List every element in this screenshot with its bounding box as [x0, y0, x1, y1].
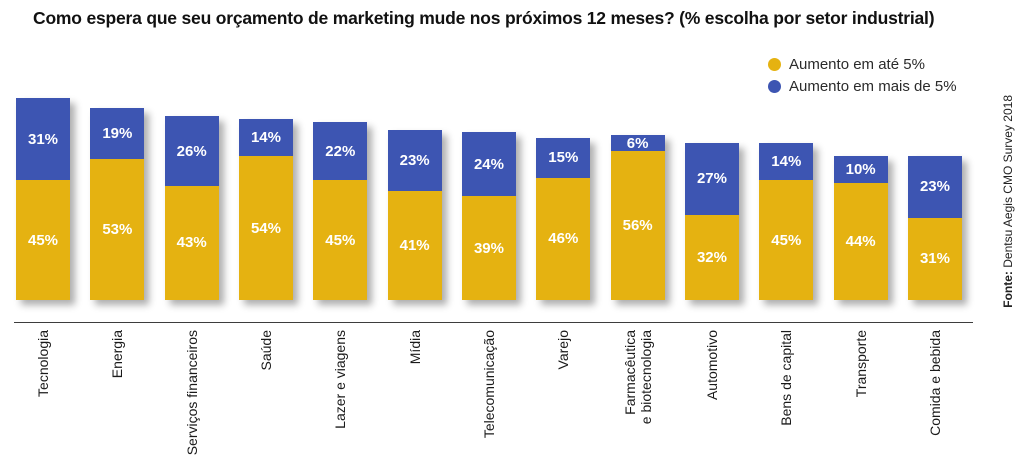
segment-aumento-em-ate-5: 56%	[610, 151, 665, 300]
source-note: Fonte: Dentsu Aegis CMO Survey 2018	[1001, 95, 1015, 310]
value-label: 44%	[845, 232, 876, 250]
segment-aumento-em-ate-5: 41%	[387, 190, 442, 300]
segment-aumento-em-ate-5: 53%	[90, 159, 145, 300]
segment-aumento-em-mais-de-5: 14%	[238, 119, 293, 157]
legend-label-up-to-5: Aumento em até 5%	[789, 55, 925, 73]
value-label: 22%	[325, 142, 356, 160]
segment-aumento-em-mais-de-5: 31%	[16, 97, 70, 181]
bar-group-energia: 19% 53%	[90, 108, 145, 300]
segment-aumento-em-mais-de-5: 26%	[164, 116, 219, 186]
segment-aumento-em-mais-de-5: 23%	[907, 156, 962, 218]
category-label-servicos-financeiros: Serviços financeiros	[183, 330, 200, 456]
bar-group-servicos-financeiros: 26% 43%	[164, 116, 219, 300]
legend-item-increase-more-than-5: Aumento em mais de 5%	[768, 77, 957, 95]
legend-yellow-dot-icon	[768, 57, 781, 71]
bar-group-saude: 14% 54%	[238, 119, 293, 300]
segment-aumento-em-ate-5: 31%	[907, 217, 962, 300]
value-label: 45%	[27, 231, 59, 249]
value-label: 45%	[325, 231, 356, 249]
value-label: 45%	[771, 231, 802, 249]
segment-aumento-em-ate-5: 45%	[313, 180, 368, 300]
category-label-energia: Energia	[109, 330, 126, 379]
value-label: 23%	[399, 151, 430, 169]
segment-aumento-em-ate-5: 32%	[684, 214, 739, 300]
value-label: 32%	[696, 248, 727, 266]
segment-aumento-em-ate-5: 45%	[16, 180, 70, 300]
category-label-saude: Saúde	[257, 330, 274, 371]
bar-group-tecnologia: 31% 45%	[16, 97, 70, 300]
segment-aumento-em-ate-5: 46%	[536, 177, 591, 300]
value-label: 43%	[176, 234, 207, 252]
value-label: 6%	[626, 134, 649, 152]
segment-aumento-em-ate-5: 44%	[833, 182, 888, 300]
legend-item-increase-up-to-5: Aumento em até 5%	[768, 55, 957, 73]
value-label: 56%	[622, 217, 653, 234]
segment-aumento-em-mais-de-5: 14%	[759, 143, 814, 181]
segment-aumento-em-mais-de-5: 23%	[387, 129, 442, 191]
source-text: Dentsu Aegis CMO Survey 2018	[1001, 95, 1015, 272]
value-label: 53%	[102, 220, 133, 238]
value-label: 15%	[548, 149, 579, 167]
category-label-comida-e-bebida: Comida e bebida	[926, 330, 943, 436]
value-label: 14%	[250, 129, 281, 147]
category-label-transporte: Transporte	[852, 330, 869, 398]
value-label: 54%	[250, 219, 281, 237]
segment-aumento-em-mais-de-5: 22%	[313, 121, 368, 181]
value-label: 23%	[919, 178, 950, 196]
value-label: 24%	[473, 155, 504, 173]
bar-group-bens-de-capital: 14% 45%	[759, 143, 814, 300]
category-label-farmaceutica-e-biotecnologia: Farmacêutica e biotecnologia	[621, 330, 654, 425]
value-label: 19%	[102, 125, 133, 143]
value-label: 46%	[548, 230, 579, 248]
segment-aumento-em-mais-de-5: 6%	[610, 134, 665, 152]
bar-group-automotivo: 27% 32%	[684, 143, 739, 300]
value-label: 26%	[176, 142, 207, 160]
value-label: 39%	[473, 239, 504, 257]
category-label-lazer-e-viagens: Lazer e viagens	[332, 330, 349, 429]
bar-group-farmaceutica-e-biotecnologia: 6% 56%	[610, 134, 665, 300]
bar-group-midia: 23% 41%	[387, 129, 442, 300]
value-label: 41%	[399, 236, 430, 254]
segment-aumento-em-mais-de-5: 10%	[833, 156, 888, 183]
bar-group-transporte: 10% 44%	[833, 156, 888, 300]
x-axis-line	[14, 322, 973, 323]
segment-aumento-em-mais-de-5: 27%	[684, 143, 739, 215]
bar-group-comida-e-bebida: 23% 31%	[907, 156, 962, 300]
category-label-bens-de-capital: Bens de capital	[778, 330, 795, 426]
source-prefix: Fonte:	[1001, 271, 1015, 308]
legend: Aumento em até 5% Aumento em mais de 5%	[768, 55, 957, 95]
bar-group-lazer-e-viagens: 22% 45%	[313, 121, 368, 300]
segment-aumento-em-mais-de-5: 19%	[90, 108, 145, 159]
bar-group-varejo: 15% 46%	[536, 137, 591, 300]
value-label: 27%	[696, 170, 727, 188]
value-label: 10%	[845, 161, 876, 179]
category-label-varejo: Varejo	[555, 330, 572, 370]
legend-blue-dot-icon	[768, 79, 781, 93]
segment-aumento-em-ate-5: 54%	[238, 156, 293, 300]
value-label: 31%	[919, 250, 950, 268]
chart-title: Como espera que seu orçamento de marketi…	[33, 8, 935, 28]
segment-aumento-em-ate-5: 39%	[461, 196, 516, 300]
segment-aumento-em-ate-5: 43%	[164, 185, 219, 300]
category-label-automotivo: Automotivo	[703, 330, 720, 401]
value-label: 14%	[771, 153, 802, 171]
category-label-midia: Mídia	[406, 330, 423, 365]
category-label-tecnologia: Tecnologia	[35, 330, 51, 397]
segment-aumento-em-mais-de-5: 24%	[461, 132, 516, 197]
segment-aumento-em-mais-de-5: 15%	[536, 137, 591, 178]
segment-aumento-em-ate-5: 45%	[759, 180, 814, 300]
bar-group-telecomunicacao: 24% 39%	[461, 132, 516, 300]
legend-label-more-than-5: Aumento em mais de 5%	[789, 77, 957, 95]
category-label-telecomunicacao: Telecomunicação	[480, 330, 497, 439]
value-label: 31%	[27, 130, 59, 148]
